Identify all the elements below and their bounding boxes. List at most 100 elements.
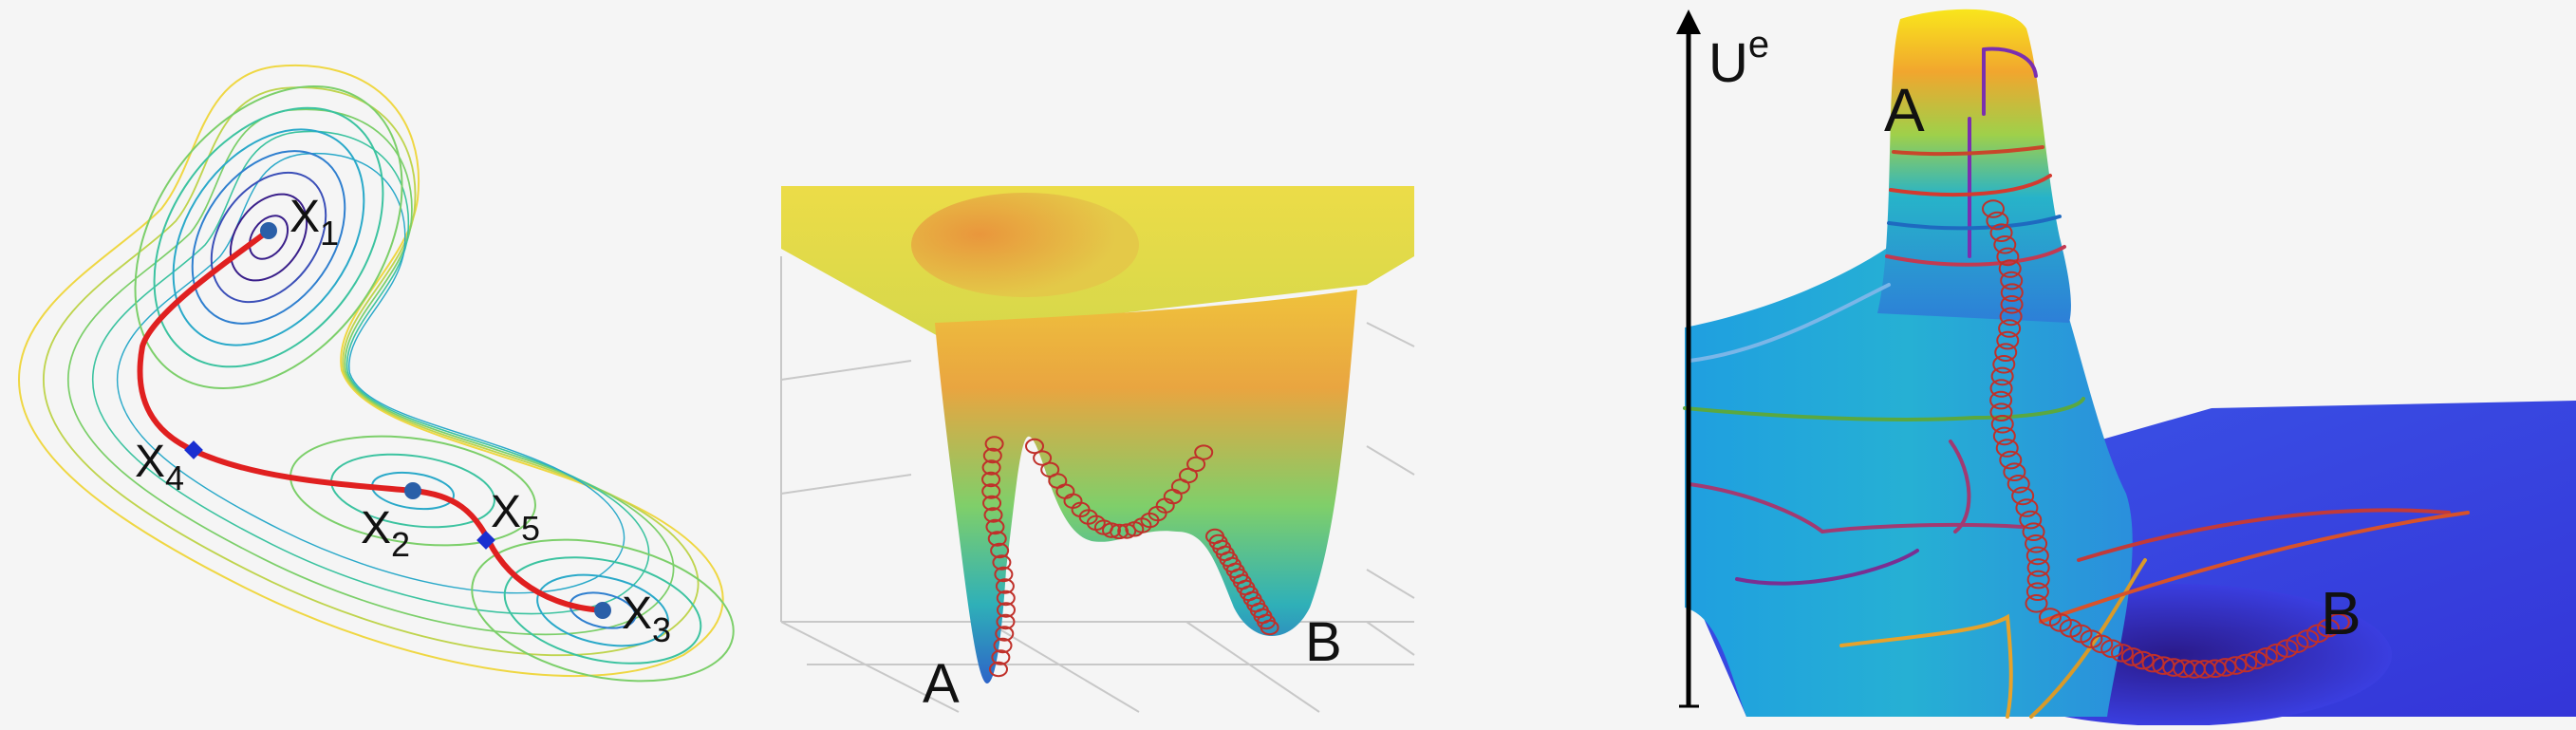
surface-rim-bump [911,193,1139,297]
trajectory-loop [2026,570,2050,590]
contour-ring [153,106,384,368]
trajectory-loop [2224,656,2248,675]
trajectory-loop [982,447,1002,464]
trajectory-loop [2000,283,2024,303]
contour-ring [191,150,346,325]
label-x3: X3 [622,589,671,649]
trajectory-loop [995,626,1015,642]
trajectory-loop [1993,234,2017,254]
trajectory-loop [1102,522,1121,538]
minimum-x1-marker [260,222,277,239]
contour-lines [17,64,735,683]
trajectory-loop [985,518,1005,535]
trajectory-loop [2003,462,2026,482]
trajectory-loop [1989,390,2013,410]
trajectory-loop [2025,582,2049,602]
label-x1: X1 [289,192,339,253]
label-surface-a: A [923,653,960,715]
trajectory-loop [1994,343,2018,363]
trajectory-loop [996,590,1016,607]
contour-ring [229,193,308,282]
trajectory-loop [984,436,1004,452]
peak-panel: Ue A B [1676,9,2576,726]
trajectory-loop [2026,558,2050,577]
trajectory-loop [2245,650,2268,670]
trajectory-loop [987,531,1007,547]
minimum-x2-marker [404,482,421,499]
surface-well [935,290,1357,683]
trajectory-loop [1998,259,2022,278]
contour-ring [17,64,724,678]
trajectory-loop [2019,510,2043,530]
trajectory-loop [2234,653,2258,673]
trajectory-loop [2000,271,2024,290]
peak-trajectory [1982,199,2350,679]
trajectory-loop [981,483,1001,499]
contour-ring [210,171,327,304]
trajectory-loop [1117,523,1137,539]
trajectory-loop [996,602,1016,618]
contour-ring [172,128,365,346]
trajectory-loop [1995,439,2019,458]
trajectory-loop [1989,223,2013,242]
contour-panel: X1 X2 X3 X4 X5 [17,64,735,683]
trajectory-loop [990,542,1010,559]
trajectory-loop [989,661,1008,678]
label-surface-b: B [1305,611,1342,673]
trajectory-loop [1996,247,2020,267]
trajectory-loop [2025,546,2049,566]
trajectory-loop [991,649,1011,665]
trajectory-loop [982,495,1002,512]
trajectory-loop [994,566,1014,583]
contour-ring [536,573,669,647]
trajectory-loop [992,554,1012,571]
trajectory-loop [996,613,1016,630]
minimum-x3-marker [594,602,611,619]
label-x2: X2 [361,503,410,564]
contour-ring [91,130,650,615]
surface-trajectory [981,436,1279,678]
trajectory-loop [1999,450,2023,470]
saddle-x4-marker [184,440,203,459]
contour-ring [330,453,495,529]
trajectory-loop [1989,379,2013,398]
contour-ring [134,84,403,390]
trajectory-loop [2015,498,2039,517]
trajectory-loop [2000,295,2024,314]
trajectory-loop [1990,415,2014,434]
saddle-x5-marker [476,531,495,550]
energy-axis-label: Ue [1708,24,1769,94]
energy-axis [1676,9,1701,708]
peak-contour-lines [1683,47,2470,719]
trajectory-loop [995,578,1015,594]
trajectory-loop [1992,355,2016,374]
label-x4: X4 [135,437,184,497]
label-x5: X5 [491,487,540,548]
trajectory-loop [2120,647,2144,666]
trajectory-loop [1033,450,1053,466]
label-peak-b: B [2321,579,2361,647]
label-peak-a: A [1884,76,1925,144]
trajectory-loop [2326,612,2350,632]
trajectory-loop [1982,199,2005,218]
trajectory-loop [1998,319,2022,338]
trajectory-loop [981,471,1001,488]
trajectory-loop [2025,594,2048,613]
trajectory-loop [1260,619,1279,636]
trajectory-loop [981,459,1001,476]
trajectory-loop [1025,438,1044,455]
contour-ring [471,538,735,683]
peak-skirt [1685,247,2133,717]
trajectory-loop [1999,307,2023,327]
trajectory-loop [1996,330,2020,350]
minimum-energy-path [137,228,606,613]
trajectory-loop [1990,366,2014,386]
trajectory-loop [2022,522,2045,542]
trajectory-loop [1110,523,1129,540]
trajectory-loop [1186,456,1206,473]
contour-ring [289,435,536,547]
contour-ring [248,215,289,260]
contour-ring [503,556,702,664]
